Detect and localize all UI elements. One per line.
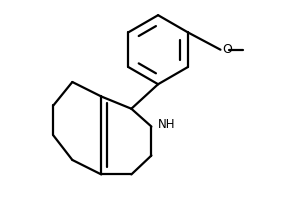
Text: O: O <box>223 43 233 56</box>
Text: NH: NH <box>158 118 176 131</box>
